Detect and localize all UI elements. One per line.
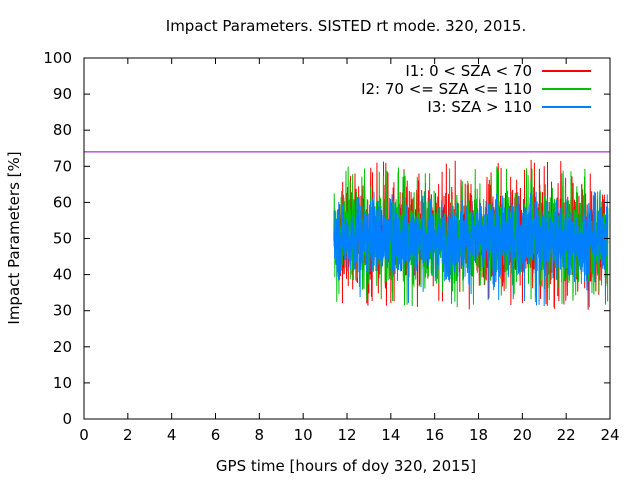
y-tick-label: 90 <box>53 85 72 103</box>
legend-label-i3: I3: SZA > 110 <box>427 98 532 116</box>
y-tick-label: 60 <box>53 193 72 211</box>
y-tick-label: 100 <box>43 49 72 67</box>
x-axis-label: GPS time [hours of doy 320, 2015] <box>216 457 476 475</box>
x-tick-label: 20 <box>513 426 532 444</box>
x-axis-ticks: 0 2 4 6 8 10 12 14 16 18 20 22 24 <box>79 58 620 444</box>
x-tick-label: 24 <box>600 426 619 444</box>
x-tick-label: 12 <box>337 426 356 444</box>
chart-title: Impact Parameters. SISTED rt mode. 320, … <box>166 17 526 35</box>
y-tick-label: 10 <box>53 374 72 392</box>
y-tick-label: 70 <box>53 157 72 175</box>
legend-label-i2: I2: 70 <= SZA <= 110 <box>361 80 532 98</box>
y-tick-label: 80 <box>53 121 72 139</box>
x-tick-label: 0 <box>79 426 89 444</box>
x-tick-label: 22 <box>557 426 576 444</box>
x-tick-label: 6 <box>211 426 221 444</box>
x-tick-label: 8 <box>255 426 265 444</box>
y-tick-label: 50 <box>53 230 72 248</box>
x-tick-label: 4 <box>167 426 177 444</box>
x-tick-label: 18 <box>469 426 488 444</box>
series-line-i3 <box>333 191 609 308</box>
legend: I1: 0 < SZA < 70 I2: 70 <= SZA <= 110 I3… <box>361 62 591 116</box>
x-tick-label: 10 <box>294 426 313 444</box>
x-tick-label: 14 <box>381 426 400 444</box>
y-tick-label: 40 <box>53 266 72 284</box>
y-axis-label: Impact Parameters [%] <box>5 151 23 324</box>
y-axis-ticks: 0 10 20 30 40 50 60 70 80 90 100 <box>43 49 610 428</box>
y-tick-label: 0 <box>62 410 72 428</box>
legend-label-i1: I1: 0 < SZA < 70 <box>405 62 532 80</box>
y-tick-label: 30 <box>53 302 72 320</box>
x-tick-label: 2 <box>123 426 133 444</box>
x-tick-label: 16 <box>425 426 444 444</box>
series-layer <box>333 159 609 310</box>
y-tick-label: 20 <box>53 338 72 356</box>
